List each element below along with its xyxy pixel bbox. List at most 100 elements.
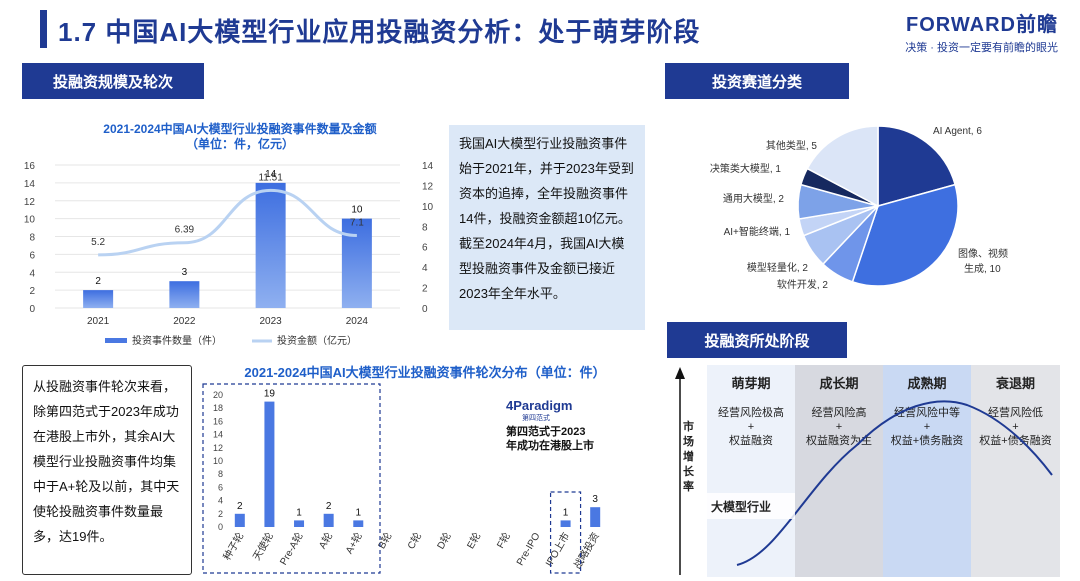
bar-value-label: 10 <box>351 205 363 216</box>
section-track: 投资赛道分类 <box>665 63 849 99</box>
bar-value-label: 19 <box>264 389 276 400</box>
info-box-2: 从投融资事件轮次来看，除第四范式于2023年成功在港股上市外，其余AI大模型行业… <box>22 365 192 575</box>
pie-slice <box>877 125 957 207</box>
stage-name: 成长期 <box>819 376 859 391</box>
y-tick-right: 14 <box>422 161 434 172</box>
bar-value-label: 1 <box>296 507 302 518</box>
legend-label-line: 投资金额（亿元） <box>277 334 357 347</box>
x-tick: A轮 <box>316 530 336 551</box>
y-tick-left: 2 <box>29 286 35 297</box>
legend-label-bar: 投资事件数量（件） <box>132 334 222 347</box>
pie-label: AI+智能终端, 1 <box>724 225 791 238</box>
bar <box>234 513 245 527</box>
y-tick: 10 <box>213 456 223 466</box>
stage-col-3: 成熟期 经营风险中等 + 权益+债务融资 <box>883 365 971 577</box>
y-tick-left: 8 <box>29 233 35 244</box>
y-axis-label: 市场增长率 <box>683 421 694 493</box>
line-value-label: 7.1 <box>350 217 364 228</box>
y-tick-left: 4 <box>29 268 35 279</box>
y-tick-right: 0 <box>422 304 428 315</box>
bar-value-label: 2 <box>326 501 332 512</box>
stage-name: 成熟期 <box>907 376 947 391</box>
pie-label: 模型轻量化, 2 <box>747 261 809 274</box>
y-tick-right: 6 <box>422 243 428 254</box>
highlight-box-early <box>202 383 381 574</box>
bar-value-label: 3 <box>592 494 598 505</box>
pie-label: 软件开发, 2 <box>777 278 829 291</box>
paradigm-note: 第四范式于2023 年成功在港股上市 <box>506 425 594 453</box>
y-tick: 4 <box>218 496 223 506</box>
stage-columns: 萌芽期 经营风险极高 + 权益融资 成长期 经营风险高 + 权益融资为主 成熟期 经营风… <box>707 365 1060 577</box>
lifecycle-curve <box>736 400 1053 566</box>
y-tick-left: 0 <box>29 304 35 315</box>
paradigm-note-line-1: 第四范式于2023 <box>506 426 586 438</box>
stage-desc: 经营风险低 + 权益+债务融资 <box>979 407 1052 447</box>
chart2-title: 2021-2024中国AI大模型行业投融资事件轮次分布（单位：件） <box>244 365 606 380</box>
y-tick: 18 <box>213 403 223 413</box>
bar <box>341 218 372 308</box>
y-tick: 20 <box>213 390 223 400</box>
x-tick: 种子轮 <box>220 530 246 562</box>
y-tick-left: 14 <box>24 179 36 190</box>
y-tick-left: 16 <box>24 161 36 172</box>
bar-value-label: 14 <box>265 169 277 180</box>
stage-desc: 经营风险中等 + 权益+债务融资 <box>890 407 964 447</box>
y-tick-left: 6 <box>29 250 35 261</box>
stage-desc: 经营风险极高 + 权益融资 <box>718 407 784 447</box>
bar-value-label: 2 <box>237 501 243 512</box>
y-tick-left: 10 <box>24 215 36 226</box>
y-tick: 12 <box>213 443 223 453</box>
x-tick: 战略投资 <box>571 530 602 571</box>
highlight-box-ipo <box>549 491 582 574</box>
bar <box>353 520 364 527</box>
section-scale: 投融资规模及轮次 <box>22 63 204 99</box>
x-tick: Pre-A轮 <box>277 530 306 567</box>
line-value-label: 11.51 <box>258 172 283 183</box>
bar-value-label: 3 <box>182 267 188 278</box>
y-tick: 6 <box>218 482 223 492</box>
x-tick: 天使轮 <box>250 530 276 562</box>
y-tick-right: 4 <box>422 263 428 274</box>
pie-label: AI Agent, 6 <box>933 126 982 137</box>
stage-name: 衰退期 <box>995 376 1035 391</box>
chart2-svg: 0 2 4 6 8 10 12 14 16 18 20 2 种子轮 19 天使轮 1 Pre-A轮 2 A轮 1 A+轮… <box>202 383 602 574</box>
stage-chart: 萌芽期 经营风险极高 + 权益融资 成长期 经营风险高 + 权益融资为主 成熟期 经营风… <box>667 365 1060 577</box>
bar <box>590 507 601 527</box>
bar <box>294 520 305 527</box>
y-tick: 16 <box>213 416 223 426</box>
stage-col-4: 衰退期 经营风险低 + 权益+债务融资 <box>971 365 1060 577</box>
x-tick: D轮 <box>434 530 454 551</box>
x-tick: B轮 <box>375 530 395 551</box>
industry-label-bg <box>707 493 795 519</box>
info-text-1: 我国AI大模型行业投融资事件始于2021年，并于2023年受到资本的追捧，全年投… <box>459 136 634 226</box>
bar <box>83 290 114 308</box>
page-title: 1.7 中国AI大模型行业应用投融资分析：处于萌芽阶段 <box>58 17 701 47</box>
pie-label: 其他类型, 5 <box>766 139 818 152</box>
bar <box>169 281 200 308</box>
pie-label: 决策类大模型, 1 <box>710 162 782 175</box>
y-tick: 14 <box>213 430 223 440</box>
stage-col-1: 萌芽期 经营风险极高 + 权益融资 <box>707 365 795 577</box>
legend-swatch-bar <box>105 338 127 343</box>
x-tick: 2022 <box>173 316 196 327</box>
pie-slice <box>851 183 959 287</box>
y-tick: 2 <box>218 509 223 519</box>
x-tick: 2024 <box>346 316 369 327</box>
brand: FORWARD前瞻 决策 · 投资一定要有前瞻的眼光 <box>905 8 1058 55</box>
y-tick-right: 10 <box>422 202 434 213</box>
info-text-2: 截至2024年4月，我国AI大模型投融资事件及金额已接近2023年全年水平。 <box>459 236 625 301</box>
stage-name: 萌芽期 <box>731 376 771 391</box>
section-stage: 投融资所处阶段 <box>667 322 847 358</box>
bar <box>323 513 334 527</box>
x-tick: IPO上市 <box>542 530 572 569</box>
x-tick: A+轮 <box>342 530 365 556</box>
y-axis-arrow <box>675 367 685 575</box>
x-tick: 2021 <box>87 316 110 327</box>
x-tick: E轮 <box>464 530 484 551</box>
line-series <box>98 188 357 257</box>
stage-col-2: 成长期 经营风险高 + 权益融资为主 <box>795 365 883 577</box>
y-tick-right: 2 <box>422 284 428 295</box>
pie-label: 生成, 10 <box>964 262 1001 275</box>
y-tick-right: 12 <box>422 181 434 192</box>
